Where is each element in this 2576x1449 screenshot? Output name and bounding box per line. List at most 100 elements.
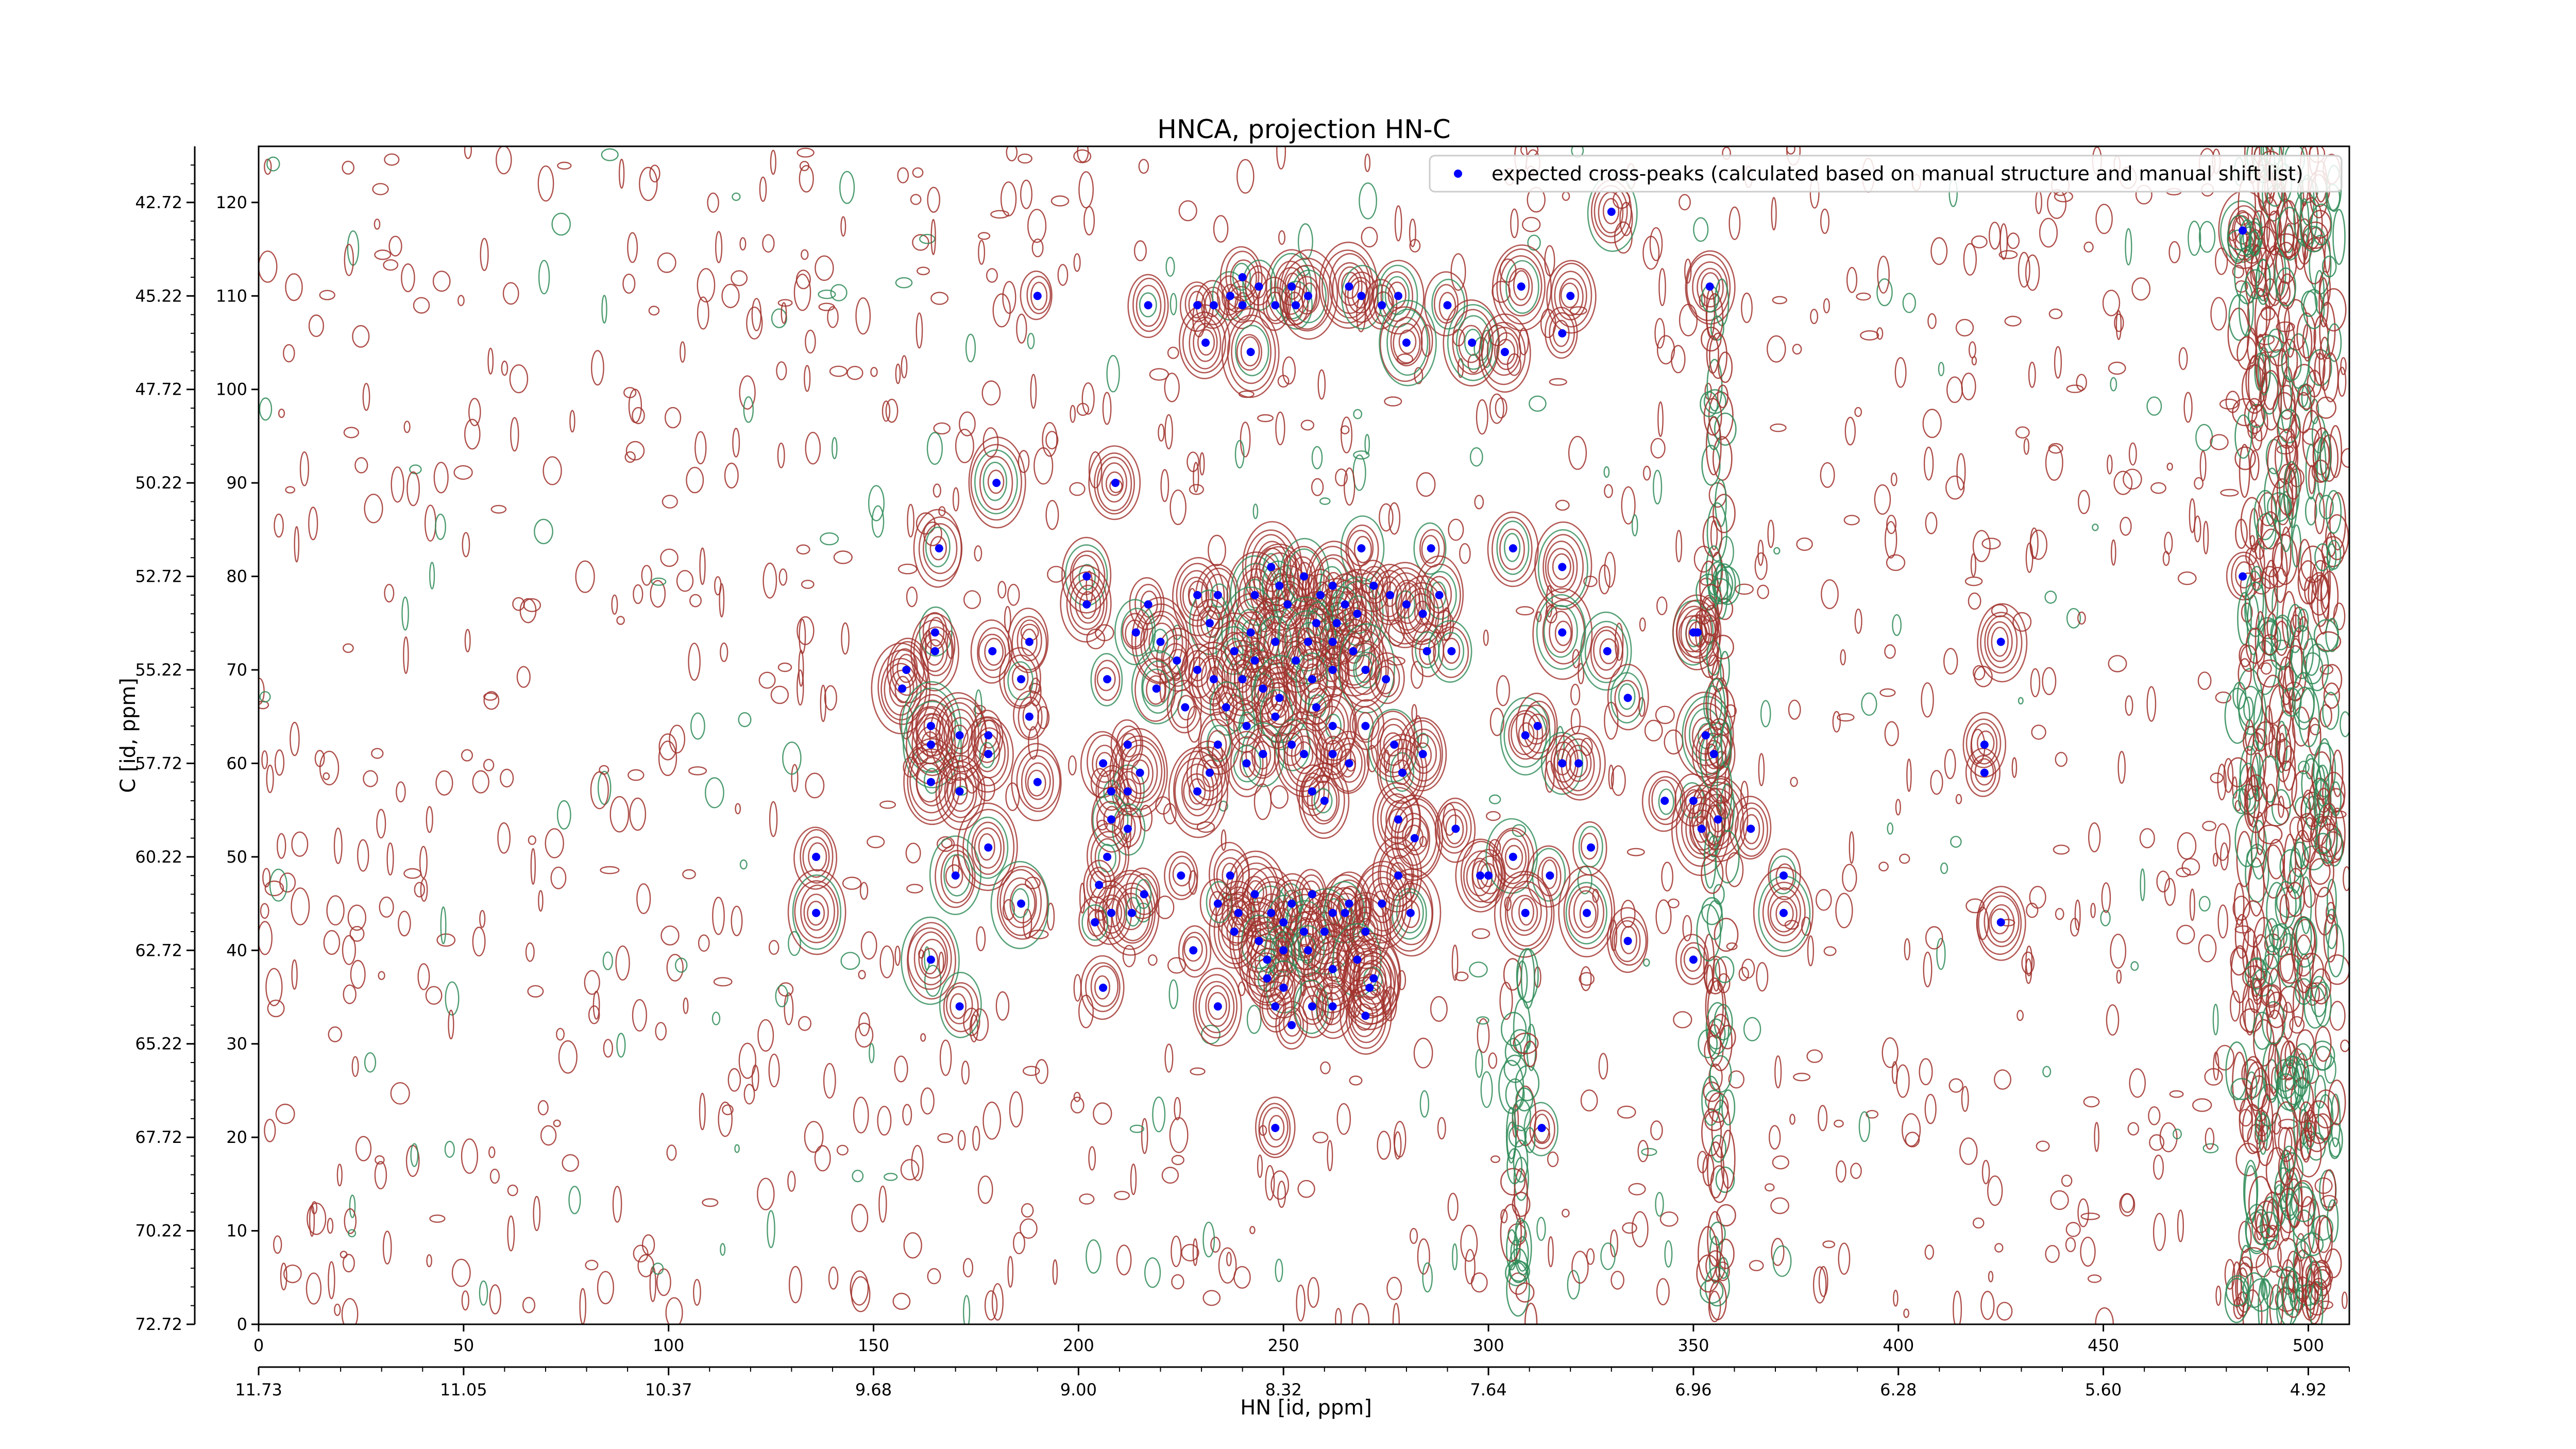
- cross-peak-markers: [812, 208, 2247, 1132]
- cross-peak-point: [1623, 694, 1632, 702]
- cross-peak-point: [1144, 600, 1153, 609]
- cross-peak-point: [951, 871, 960, 880]
- cross-peak-point: [1583, 908, 1591, 917]
- cross-peak-point: [1365, 983, 1374, 992]
- cross-peak-point: [1091, 918, 1099, 926]
- cross-peak-point: [1353, 610, 1362, 618]
- legend-marker-icon: [1454, 170, 1462, 178]
- cross-peak-point: [1418, 750, 1427, 759]
- legend-box: [1429, 155, 2343, 193]
- cross-peak-point: [1361, 928, 1370, 936]
- cross-peak-point: [1234, 908, 1243, 917]
- cross-peak-point: [1025, 637, 1033, 646]
- cross-peak-point: [1283, 600, 1292, 609]
- cross-peak-point: [1213, 740, 1222, 749]
- cross-peak-point: [992, 479, 1001, 487]
- cross-peak-point: [1103, 852, 1112, 861]
- c-ppm-label: 42.72: [135, 193, 182, 212]
- c-ppm-label: 47.72: [135, 380, 182, 399]
- cross-peak-point: [1546, 871, 1554, 880]
- x-axis-ticks: 0 50 100 150 200 250 300 350 400 450 500: [253, 1324, 2324, 1355]
- cross-peak-point: [1107, 787, 1115, 796]
- cross-peak-point: [1780, 871, 1788, 880]
- cross-peak-point: [1255, 937, 1263, 946]
- cross-peak-point: [1996, 918, 2005, 926]
- cross-peak-point: [1328, 908, 1337, 917]
- cross-peak-point: [1226, 292, 1234, 300]
- cross-peak-point: [1394, 292, 1402, 300]
- cross-peak-point: [1714, 815, 1722, 824]
- cross-peak-point: [1361, 1012, 1370, 1020]
- cross-peak-point: [1107, 908, 1115, 917]
- cross-peak-point: [1345, 759, 1353, 768]
- cross-peak-point: [1144, 301, 1153, 310]
- y-tick-label: 100: [216, 380, 247, 399]
- hn-ppm-label: 9.00: [1060, 1380, 1097, 1400]
- cross-peak-point: [1033, 778, 1042, 786]
- cross-peak-point: [1521, 908, 1530, 917]
- cross-peak-point: [1521, 731, 1530, 739]
- cross-peak-point: [1308, 787, 1316, 796]
- cross-peak-point: [1017, 675, 1025, 684]
- cross-peak-point: [984, 750, 993, 759]
- cross-peak-point: [1300, 750, 1308, 759]
- y-tick-label: 80: [226, 567, 247, 586]
- cross-peak-point: [935, 544, 943, 553]
- y-tick-label: 120: [216, 193, 247, 212]
- c-ppm-label: 62.72: [135, 940, 182, 960]
- c-ppm-axis: 72.72 70.22 67.72 65.22 62.72 60.22 57.72 55.22…: [135, 146, 196, 1334]
- cross-peak-point: [1123, 740, 1132, 749]
- y-tick-label: 20: [226, 1127, 247, 1147]
- cross-peak-point: [1476, 871, 1485, 880]
- cross-peak-point: [1267, 563, 1276, 571]
- x-tick-label: 50: [453, 1336, 474, 1355]
- cross-peak-point: [926, 740, 935, 749]
- chart-title: HNCA, projection HN-C: [1157, 114, 1450, 144]
- cross-peak-point: [1271, 712, 1280, 721]
- cross-peak-point: [1341, 600, 1349, 609]
- c-ppm-label: 55.22: [135, 660, 182, 680]
- cross-peak-point: [1263, 974, 1272, 983]
- cross-peak-point: [1312, 703, 1320, 712]
- cross-peak-point: [1308, 1002, 1316, 1011]
- cross-peak-point: [1709, 750, 1718, 759]
- c-ppm-label: 50.22: [135, 473, 182, 493]
- x-tick-label: 400: [1883, 1336, 1914, 1355]
- cross-peak-point: [1140, 890, 1148, 899]
- y-tick-label: 10: [226, 1221, 247, 1241]
- cross-peak-point: [1271, 1124, 1280, 1132]
- cross-peak-point: [1209, 301, 1218, 310]
- cross-peak-point: [1304, 292, 1312, 300]
- cross-peak-point: [1206, 619, 1214, 628]
- x-tick-label: 0: [253, 1336, 264, 1355]
- cross-peak-point: [1181, 703, 1190, 712]
- cross-peak-point: [955, 731, 964, 739]
- cross-peak-point: [1226, 871, 1234, 880]
- cross-peak-point: [1390, 740, 1399, 749]
- cross-peak-point: [1328, 637, 1337, 646]
- cross-peak-point: [1574, 759, 1583, 768]
- cross-peak-point: [1980, 740, 1989, 749]
- cross-peak-point: [1279, 946, 1288, 955]
- cross-peak-point: [1193, 666, 1202, 674]
- cross-peak-point: [1361, 721, 1370, 730]
- cross-peak-point: [1996, 637, 2005, 646]
- c-ppm-label: 72.72: [135, 1315, 182, 1334]
- cross-peak-point: [1259, 750, 1267, 759]
- legend: expected cross-peaks (calculated based o…: [1429, 155, 2343, 193]
- spectrum-contours: [259, 146, 2349, 1324]
- cross-peak-point: [1242, 721, 1251, 730]
- cross-peak-point: [1378, 301, 1386, 310]
- cross-peak-point: [1500, 348, 1509, 357]
- cross-peak-point: [1250, 890, 1259, 899]
- y-axis-label: C [id, ppm]: [116, 678, 140, 793]
- cross-peak-point: [1206, 768, 1214, 777]
- cross-peak-point: [1136, 768, 1144, 777]
- cross-peak-point: [1369, 581, 1378, 590]
- cross-peak-point: [1386, 591, 1395, 599]
- cross-peak-point: [1177, 871, 1185, 880]
- cross-peak-point: [1193, 301, 1202, 310]
- cross-peak-point: [1107, 815, 1115, 824]
- cross-peak-point: [1398, 768, 1406, 777]
